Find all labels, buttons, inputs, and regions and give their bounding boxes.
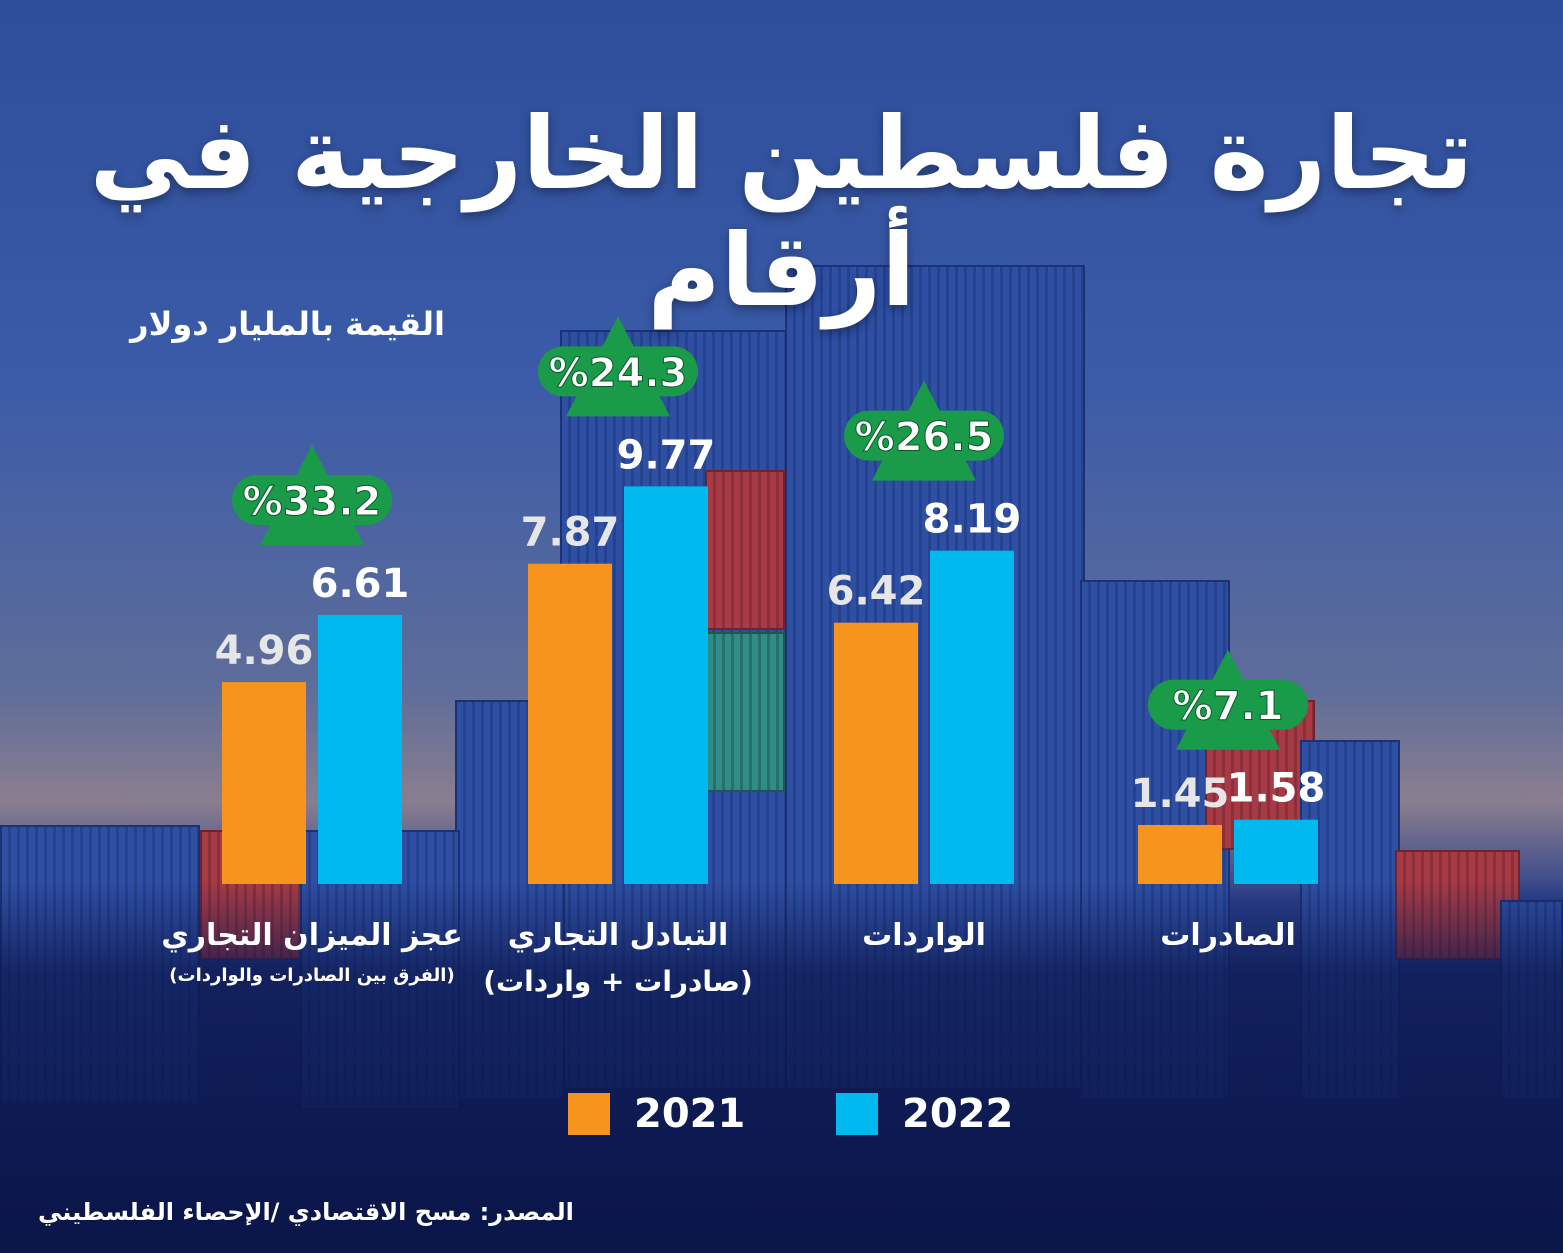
category-label: الصادرات [1160,918,1296,953]
bar-2022 [930,550,1014,884]
page-title: تجارة فلسطين الخارجية في أرقام [89,95,1474,329]
growth-pill [1148,679,1308,730]
bar-2022 [318,614,402,884]
category-label: الواردات [862,918,986,953]
category-subtitle: (الفرق بين الصادرات والواردات) [169,965,455,986]
value-label-2021: 6.42 [827,569,926,615]
category-subtitle: (صادرات + واردات) [483,965,753,998]
value-label-2021: 7.87 [521,510,620,556]
bar-2022 [624,486,708,884]
growth-pill [232,474,392,525]
source-note: المصدر: مسح الاقتصادي /الإحصاء الفلسطيني [38,1198,574,1226]
growth-label: %33.2 [243,479,382,525]
value-label-2021: 1.45 [1131,771,1230,817]
bar-2021 [222,682,306,884]
growth-pill [844,410,1004,461]
value-label-2022: 8.19 [923,497,1022,543]
unit-label: القيمة بالمليار دولار [130,305,445,343]
value-label-2021: 4.96 [215,628,314,674]
legend-label-2022: 2022 [902,1091,1014,1137]
value-label-2022: 6.61 [311,561,410,607]
value-label-2022: 9.77 [617,432,716,478]
legend-swatch-2021 [568,1093,610,1135]
bar-2022 [1234,819,1318,884]
legend-item-2022: 2022 [836,1091,1014,1137]
growth-label: %24.3 [549,350,688,396]
category-label: التبادل التجاري [507,918,729,953]
growth-pill [538,346,698,397]
bottom-shade [0,880,1563,1253]
legend-swatch-2022 [836,1093,878,1135]
growth-label: %26.5 [855,415,994,461]
bar-2021 [834,622,918,884]
bar-2021 [1138,824,1222,884]
legend-label-2021: 2021 [634,1091,746,1137]
category-label: عجز الميزان التجاري [161,918,463,953]
bar-2021 [528,563,612,884]
legend-item-2021: 2021 [568,1091,746,1137]
growth-label: %7.1 [1173,684,1284,730]
value-label-2022: 1.58 [1227,766,1326,812]
